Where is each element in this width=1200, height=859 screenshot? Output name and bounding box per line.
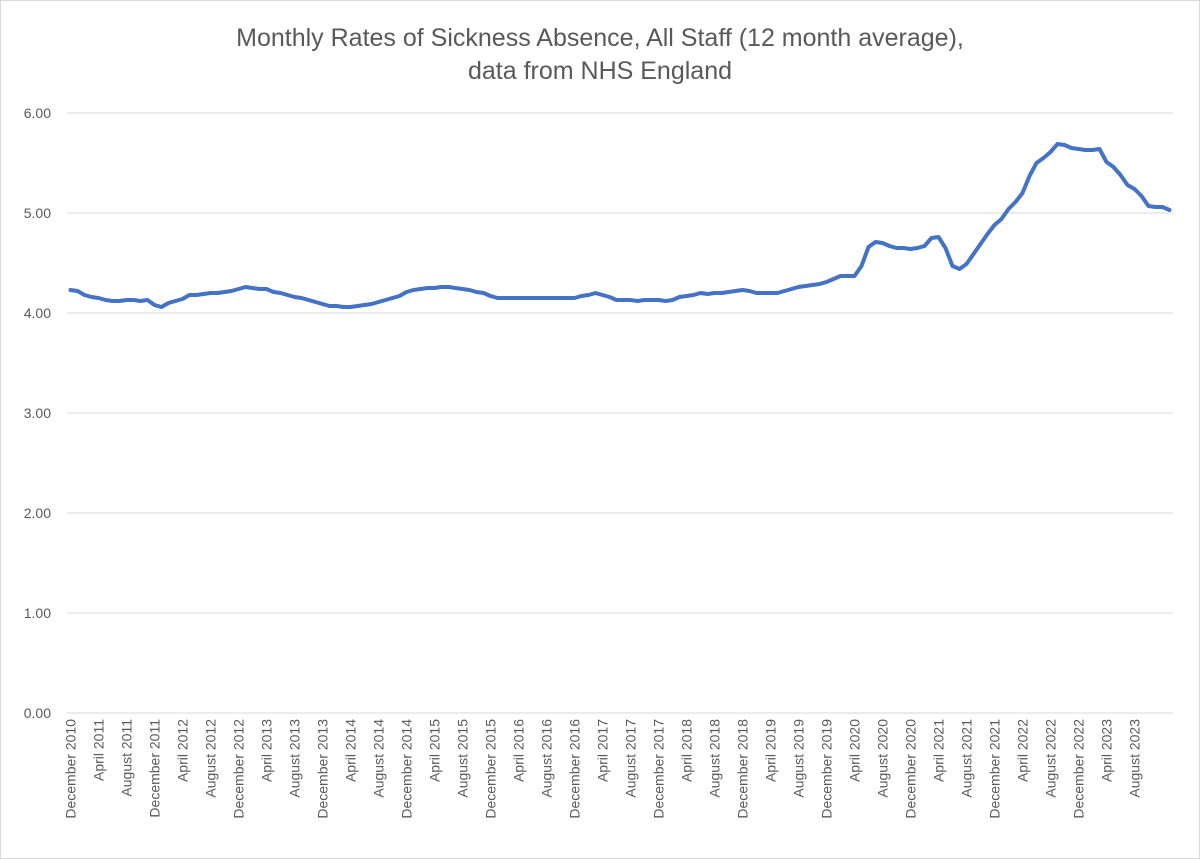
x-tick-label: April 2016	[511, 719, 527, 782]
chart-title: Monthly Rates of Sickness Absence, All S…	[236, 24, 964, 52]
y-axis-tick-labels: 0.00 1.00 2.00 3.00 4.00 5.00 6.00	[24, 105, 51, 721]
x-tick-label: December 2022	[1071, 719, 1087, 819]
x-tick-label: April 2013	[259, 719, 275, 782]
x-tick-label: December 2019	[819, 719, 835, 819]
x-tick-label: December 2018	[735, 719, 751, 819]
y-tick-label: 5.00	[24, 205, 51, 221]
x-tick-label: December 2014	[399, 719, 415, 819]
y-tick-label: 6.00	[24, 105, 51, 121]
x-tick-label: April 2021	[931, 719, 947, 782]
x-tick-label: December 2016	[567, 719, 583, 819]
x-tick-label: April 2017	[595, 719, 611, 782]
y-tick-label: 0.00	[24, 705, 51, 721]
x-tick-label: August 2020	[875, 719, 891, 798]
x-tick-label: December 2013	[315, 719, 331, 819]
x-tick-label: December 2021	[987, 719, 1003, 819]
x-tick-label: December 2020	[903, 719, 919, 819]
x-tick-label: August 2023	[1127, 719, 1143, 798]
x-tick-label: August 2014	[371, 719, 387, 798]
series-line	[68, 142, 1172, 309]
x-tick-label: August 2021	[959, 719, 975, 798]
x-tick-label: December 2017	[651, 719, 667, 819]
x-tick-label: December 2015	[483, 719, 499, 819]
y-tick-label: 2.00	[24, 505, 51, 521]
x-tick-label: April 2019	[763, 719, 779, 782]
gridlines	[67, 112, 1173, 714]
x-tick-label: December 2012	[231, 719, 247, 819]
x-tick-label: August 2016	[539, 719, 555, 798]
x-tick-label: April 2011	[91, 719, 107, 781]
x-tick-label: April 2018	[679, 719, 695, 782]
y-tick-label: 4.00	[24, 305, 51, 321]
x-tick-label: April 2022	[1015, 719, 1031, 782]
x-tick-label: August 2017	[623, 719, 639, 798]
x-tick-label: April 2014	[343, 719, 359, 782]
x-tick-label: August 2012	[203, 719, 219, 798]
x-tick-label: August 2019	[791, 719, 807, 798]
x-tick-label: August 2013	[287, 719, 303, 798]
x-tick-label: August 2018	[707, 719, 723, 798]
x-tick-label: December 2010	[63, 719, 79, 819]
chart-subtitle: data from NHS England	[468, 57, 732, 85]
y-tick-label: 3.00	[24, 405, 51, 421]
x-tick-label: April 2023	[1099, 719, 1115, 782]
x-axis-tick-labels: December 2010 April 2011 August 2011 Decemb…	[63, 719, 1143, 819]
x-tick-label: April 2012	[175, 719, 191, 782]
x-tick-label: April 2015	[427, 719, 443, 782]
x-tick-label: August 2011	[119, 719, 135, 797]
y-tick-label: 1.00	[24, 605, 51, 621]
x-tick-label: December 2011	[147, 719, 163, 818]
x-tick-label: April 2020	[847, 719, 863, 782]
x-tick-label: August 2022	[1043, 719, 1059, 798]
x-tick-label: August 2015	[455, 719, 471, 798]
